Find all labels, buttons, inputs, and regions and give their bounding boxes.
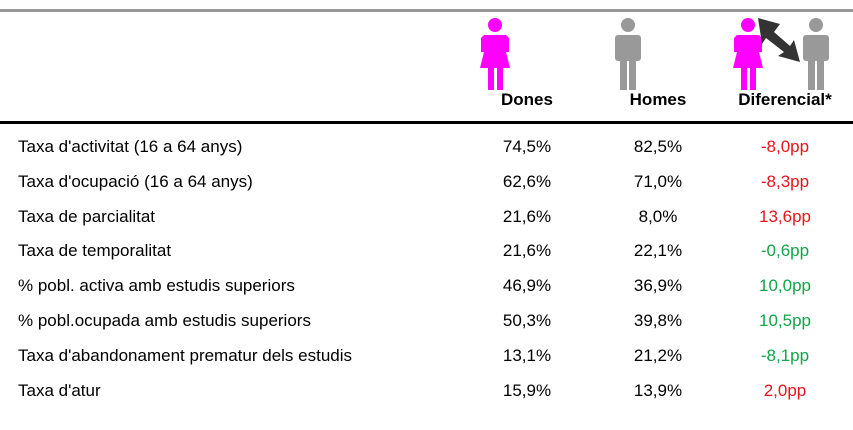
row-label: Taxa de temporalitat xyxy=(18,241,172,261)
homes-value: 39,8% xyxy=(633,311,683,330)
dones-value: 50,3% xyxy=(502,311,552,330)
row-label: Taxa d'abandonament prematur dels estudi… xyxy=(18,345,353,365)
woman-icon xyxy=(480,18,510,90)
diferencial-value: 10,0pp xyxy=(759,276,811,296)
diferencial-value: -8,0pp xyxy=(760,137,810,156)
header-rule xyxy=(0,121,853,124)
row-label: Taxa d'ocupació (16 a 64 anys) xyxy=(18,171,253,191)
header-diferencial: Diferencial* xyxy=(738,90,832,109)
diferencial-value: 13,6pp xyxy=(759,206,811,226)
row-label: Taxa d'atur xyxy=(18,380,101,400)
dones-value: 15,9% xyxy=(502,380,552,400)
woman-icon-diff xyxy=(733,18,763,90)
dones-value: 13,1% xyxy=(502,345,552,365)
diferencial-value: -8,1pp xyxy=(760,345,810,365)
homes-value: 71,0% xyxy=(633,171,683,191)
diferencial-value: 10,5pp xyxy=(759,311,811,330)
homes-value: 36,9% xyxy=(633,276,683,296)
dones-value: 21,6% xyxy=(502,241,552,261)
top-rule xyxy=(0,9,853,12)
homes-value: 8,0% xyxy=(638,206,678,226)
diferencial-value: -0,6pp xyxy=(760,241,810,261)
homes-value: 13,9% xyxy=(633,380,683,400)
dones-value: 74,5% xyxy=(502,137,552,156)
diferencial-value: 2,0pp xyxy=(763,380,807,400)
row-label: % pobl.ocupada amb estudis superiors xyxy=(18,311,311,330)
row-label: % pobl. activa amb estudis superiors xyxy=(18,276,295,296)
homes-value: 21,2% xyxy=(633,345,683,365)
man-icon-diff xyxy=(803,18,829,90)
dones-value: 21,6% xyxy=(502,206,552,226)
lightning-icon xyxy=(758,18,800,62)
row-label: Taxa d'activitat (16 a 64 anys) xyxy=(18,137,243,156)
row-label: Taxa de parcialitat xyxy=(18,206,156,226)
homes-value: 22,1% xyxy=(633,241,683,261)
diferencial-value: -8,3pp xyxy=(760,171,810,191)
man-icon xyxy=(615,18,641,90)
icons xyxy=(480,18,829,90)
header-homes: Homes xyxy=(629,90,687,109)
dones-value: 46,9% xyxy=(502,276,552,296)
dones-value: 62,6% xyxy=(502,171,552,191)
homes-value: 82,5% xyxy=(633,137,683,156)
header-dones: Dones xyxy=(501,90,553,109)
